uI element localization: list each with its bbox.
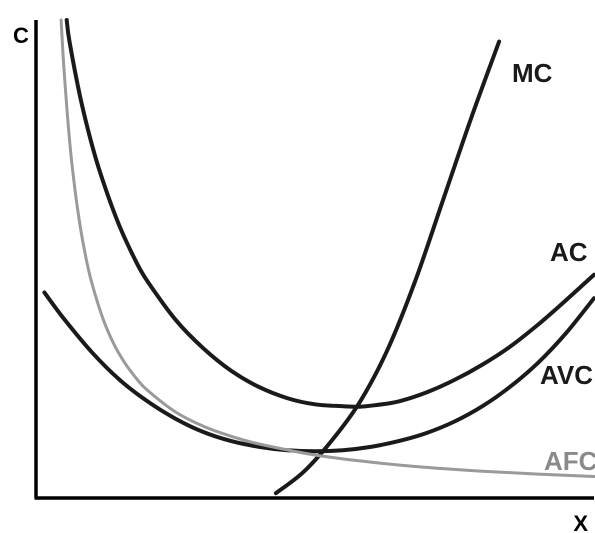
series-line-afc (59, 18, 595, 478)
series-line-avc (42, 290, 595, 454)
x-axis-label: X (573, 511, 588, 533)
curves-layer (42, 18, 595, 496)
curve-label-afc: AFC (544, 446, 595, 476)
curve-label-ac: AC (550, 237, 588, 267)
y-axis-label: C (13, 23, 29, 48)
series-line-mc (273, 39, 502, 496)
curve-label-mc: MC (512, 58, 553, 88)
curve-label-avc: AVC (540, 360, 593, 390)
series-line-ac (64, 18, 595, 409)
